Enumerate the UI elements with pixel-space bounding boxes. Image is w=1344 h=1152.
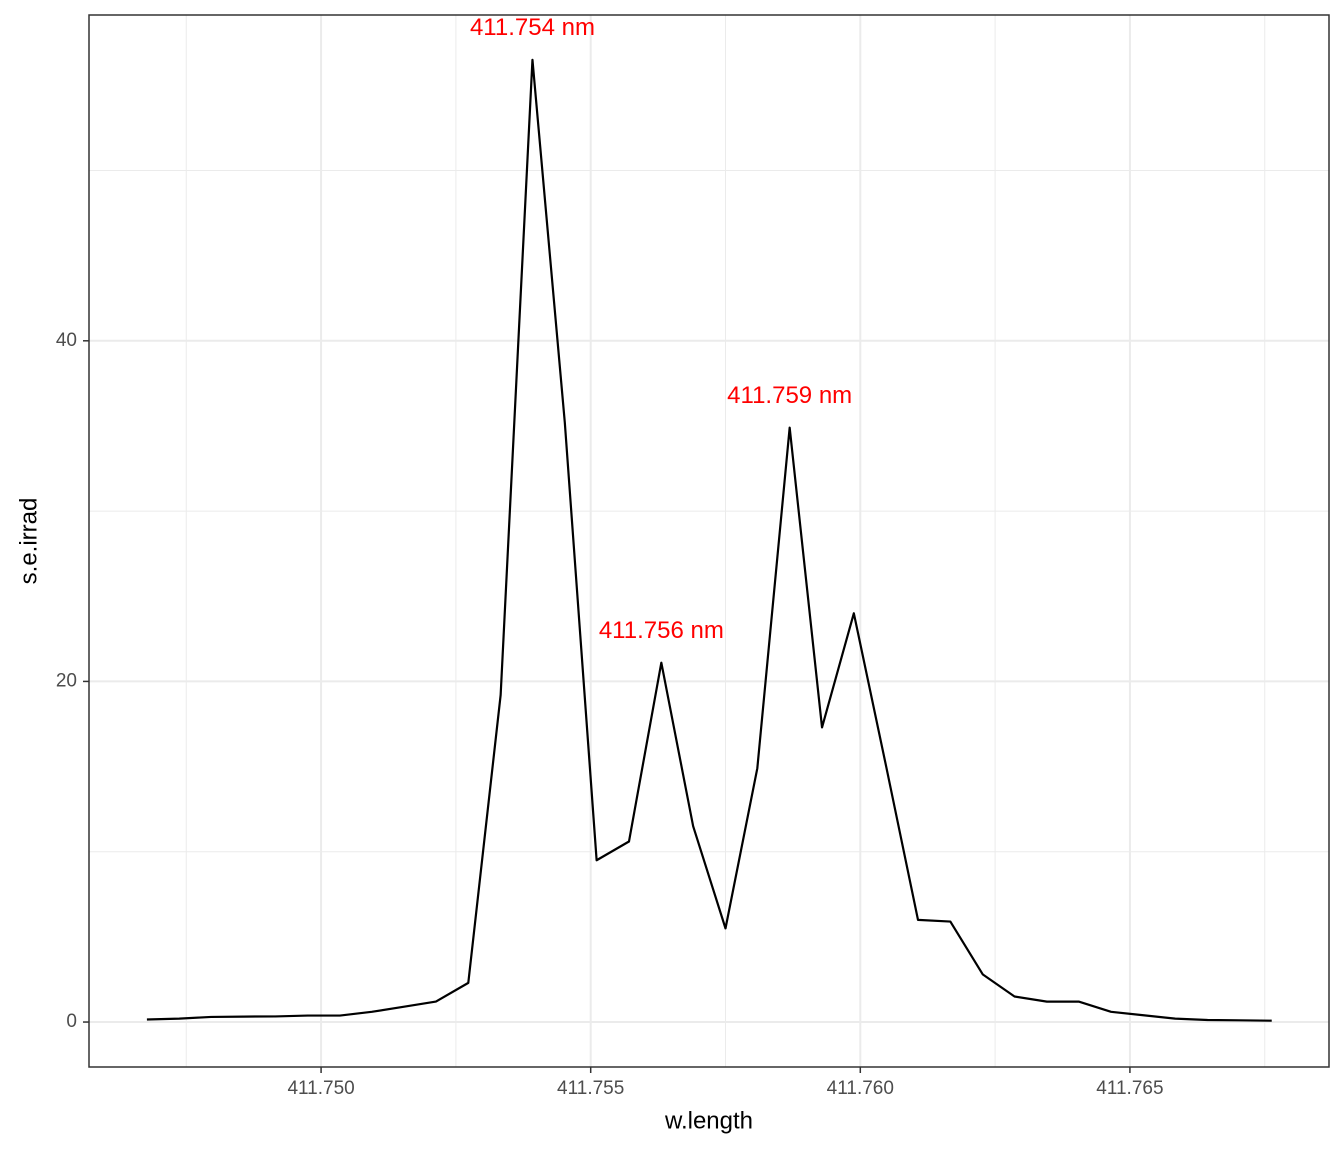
x-tick-label: 411.750 [287, 1078, 354, 1099]
peak-label: 411.754 nm [470, 14, 595, 41]
y-tick-label: 20 [56, 670, 77, 691]
y-tick-label: 40 [56, 330, 77, 351]
peak-label: 411.759 nm [727, 382, 852, 409]
panel-border [88, 14, 1330, 1068]
y-tick-label: 0 [66, 1011, 77, 1032]
x-tick-label: 411.760 [827, 1078, 894, 1099]
data-line [146, 58, 1272, 1022]
x-axis-title: w.length [664, 1107, 753, 1134]
x-tick-label: 411.755 [557, 1078, 624, 1099]
y-axis-title: s.e.irrad [15, 498, 42, 585]
x-tick-label: 411.765 [1096, 1078, 1163, 1099]
peak-label: 411.756 nm [599, 617, 724, 644]
